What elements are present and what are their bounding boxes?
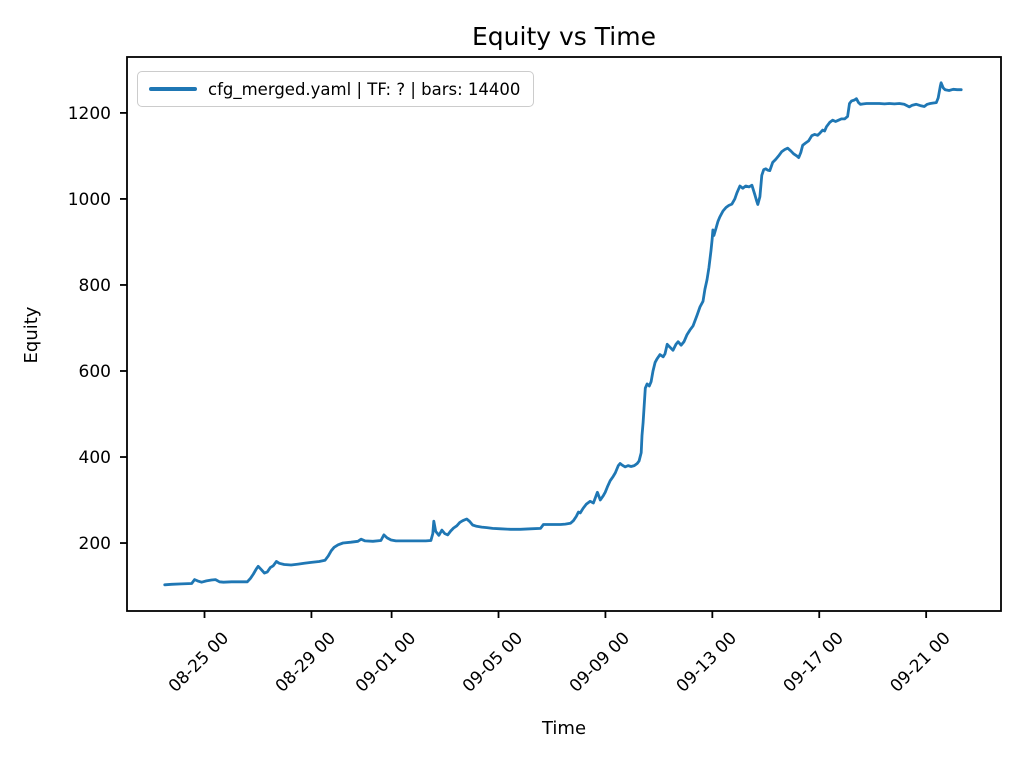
x-tick-label: 09-13 00	[673, 628, 741, 696]
y-tick-label: 200	[79, 534, 111, 554]
x-tick-label: 08-25 00	[165, 628, 233, 696]
legend-line-swatch	[149, 87, 197, 91]
x-tick-label: 09-01 00	[352, 628, 420, 696]
x-tick-label: 09-21 00	[887, 628, 955, 696]
axes-spines	[126, 56, 1002, 612]
y-tick-label: 1200	[68, 104, 111, 124]
chart-title: Equity vs Time	[472, 22, 656, 51]
x-tick-label: 09-05 00	[459, 628, 527, 696]
x-tick-label: 09-09 00	[566, 628, 634, 696]
y-tick-label: 800	[79, 276, 111, 296]
equity-line	[163, 81, 963, 587]
x-axis-label: Time	[541, 718, 587, 739]
x-tick-label: 08-29 00	[272, 628, 340, 696]
legend-label: cfg_merged.yaml | TF: ? | bars: 14400	[208, 79, 521, 99]
y-tick-label: 1000	[68, 190, 111, 210]
y-tick-label: 400	[79, 448, 111, 468]
legend: cfg_merged.yaml | TF: ? | bars: 14400	[137, 71, 535, 107]
y-tick-label: 600	[79, 362, 111, 382]
x-tick-label: 09-17 00	[780, 628, 848, 696]
